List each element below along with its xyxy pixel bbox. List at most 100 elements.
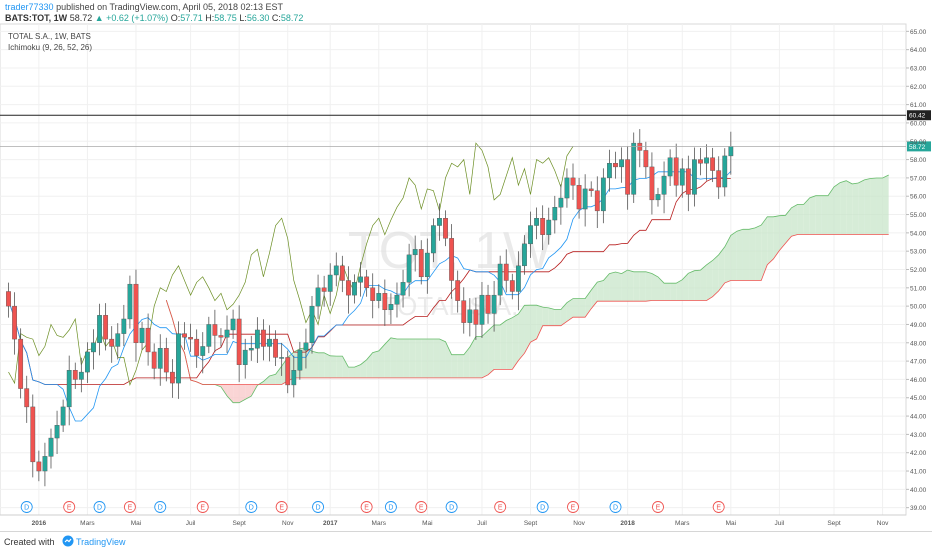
candle xyxy=(54,410,60,454)
event-letter: E xyxy=(67,505,72,512)
author-link[interactable]: trader77330 xyxy=(5,2,54,12)
candle xyxy=(588,181,594,197)
kumo-segment xyxy=(378,344,385,378)
candle xyxy=(716,156,722,199)
candle xyxy=(218,328,224,347)
candle-body xyxy=(528,225,533,245)
earnings-marker: E xyxy=(275,501,288,513)
candle-body xyxy=(515,265,521,292)
candle-body xyxy=(649,166,655,201)
candle-body xyxy=(321,287,327,292)
candle-body xyxy=(279,357,285,359)
candle xyxy=(200,332,206,374)
event-circle xyxy=(93,501,106,513)
kumo-segment xyxy=(360,359,367,378)
candle xyxy=(552,195,558,234)
candle xyxy=(254,317,260,363)
tradingview-link[interactable]: TradingView xyxy=(76,537,126,547)
event-circle xyxy=(20,501,33,513)
price-tick-label: 62.00 xyxy=(910,84,927,91)
candle-body xyxy=(625,159,631,195)
candle-body xyxy=(303,342,309,351)
kumo-segment xyxy=(803,197,810,235)
kumo-segment xyxy=(348,367,355,378)
kumo-segment xyxy=(390,337,397,378)
candle-body xyxy=(424,252,430,278)
price-tick-label: 44.00 xyxy=(910,414,927,421)
event-circle xyxy=(245,501,258,513)
earnings-marker: E xyxy=(63,501,76,513)
kumo-segment xyxy=(821,195,828,235)
kumo-segment xyxy=(524,305,531,354)
candle-body xyxy=(224,329,230,338)
time-tick-label: Sept xyxy=(524,520,538,527)
price-tick-label: 42.00 xyxy=(910,450,927,457)
candle-body xyxy=(370,287,376,301)
kumo-segment xyxy=(730,231,737,281)
candle xyxy=(60,399,66,432)
candle-body xyxy=(600,177,606,212)
kumo-segment xyxy=(597,280,604,302)
candle xyxy=(509,273,515,300)
tenkan-sen-line xyxy=(8,171,732,422)
candle xyxy=(594,176,600,229)
kumo-segment xyxy=(736,229,743,281)
kumo-segment xyxy=(275,366,282,385)
kumo-segment xyxy=(312,351,319,378)
kumo-segment xyxy=(791,204,798,237)
price-tick-label: 47.00 xyxy=(910,359,927,366)
candle-body xyxy=(497,263,503,296)
candle-body xyxy=(242,349,248,365)
kumo-segment xyxy=(882,174,889,235)
price-tick-label: 58.00 xyxy=(910,157,927,164)
candle xyxy=(394,282,400,318)
candle xyxy=(333,252,339,287)
earnings-marker: E xyxy=(196,501,209,513)
candle-body xyxy=(42,456,48,472)
time-tick-label: Mars xyxy=(80,520,95,527)
event-circle xyxy=(712,501,725,513)
candle-body xyxy=(540,218,546,235)
close-label: C: xyxy=(271,13,281,23)
kumo-segment xyxy=(530,305,537,343)
price-lines: 60.42 58.72 xyxy=(0,110,931,152)
event-letter: D xyxy=(449,505,454,512)
price-tick-label: 50.00 xyxy=(910,304,927,311)
candle-body xyxy=(103,315,109,340)
candle-body xyxy=(176,333,181,384)
earnings-marker: E xyxy=(712,501,725,513)
candle xyxy=(625,146,631,210)
kumo-segment xyxy=(779,215,786,251)
candle-body xyxy=(297,349,303,371)
candle xyxy=(376,284,382,309)
event-letter: D xyxy=(613,505,618,512)
time-tick-label: Sept xyxy=(827,520,841,527)
candle xyxy=(443,210,448,247)
candle-body xyxy=(613,163,618,168)
tradingview-logo-icon xyxy=(62,535,74,547)
candle-body xyxy=(78,371,84,380)
candle xyxy=(522,235,527,275)
candle-body xyxy=(467,309,473,323)
price-tick-label: 40.00 xyxy=(910,487,927,494)
candle xyxy=(36,450,42,482)
high-label: H: xyxy=(205,13,215,23)
kumo-segment xyxy=(227,384,234,403)
kumo-segment xyxy=(840,180,847,235)
candle xyxy=(692,147,697,207)
event-circle xyxy=(567,501,579,513)
kumo-segment xyxy=(433,338,440,378)
candle-body xyxy=(667,157,673,177)
candle-body xyxy=(479,294,485,325)
dividend-marker: D xyxy=(154,501,167,513)
candle-body xyxy=(91,342,96,353)
candle-body xyxy=(261,329,266,347)
kumo-segment xyxy=(494,324,501,370)
candle xyxy=(242,338,248,379)
candle xyxy=(109,326,115,363)
kumo-segment xyxy=(809,195,816,235)
candle-body xyxy=(503,263,509,281)
kumo-segment xyxy=(481,330,489,378)
candle-body xyxy=(188,337,193,340)
